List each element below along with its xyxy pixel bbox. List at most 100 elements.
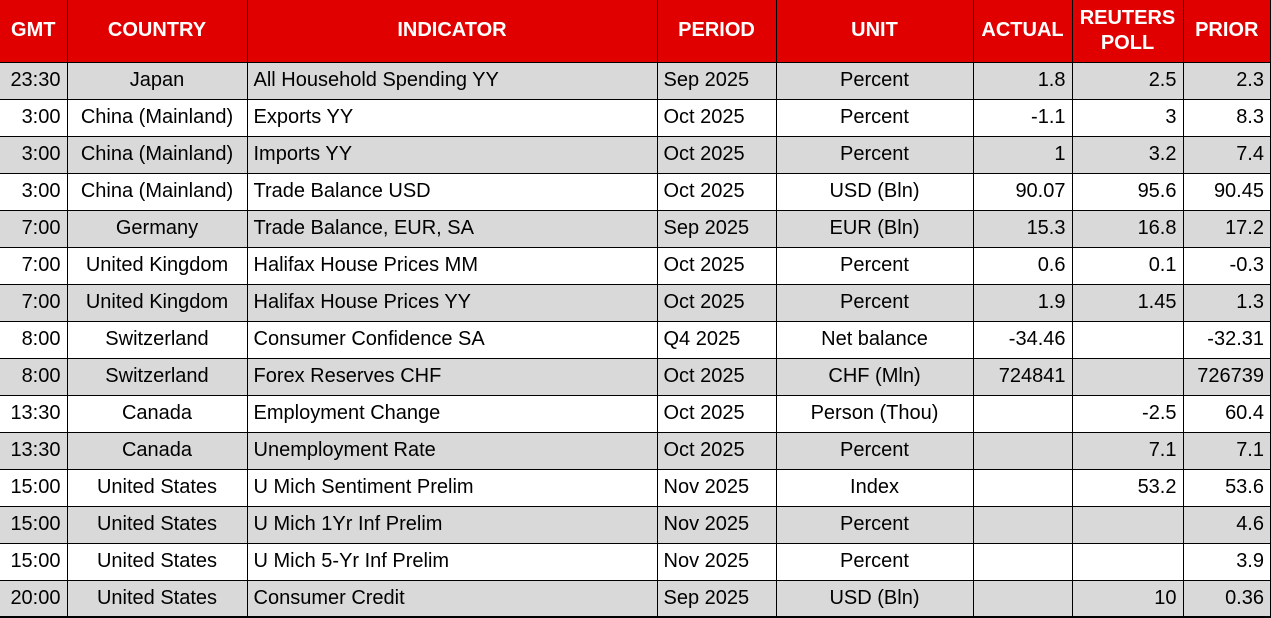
cell-period: Nov 2025	[656, 505, 777, 544]
cell-country: Switzerland	[66, 320, 248, 359]
cell-country: Switzerland	[66, 357, 248, 396]
column-header-indicator: INDICATOR	[246, 0, 658, 63]
cell-actual: 15.3	[972, 209, 1073, 248]
cell-indicator: U Mich 1Yr Inf Prelim	[246, 505, 658, 544]
cell-prior: -0.3	[1182, 246, 1271, 285]
table-row: 13:30 Canada Unemployment Rate Oct 2025 Perc…	[0, 431, 1271, 470]
cell-period: Nov 2025	[656, 542, 777, 581]
cell-indicator: Trade Balance, EUR, SA	[246, 209, 658, 248]
table-row: 8:00 Switzerland Forex Reserves CHF Oct 202…	[0, 357, 1271, 396]
cell-unit: CHF (Mln)	[775, 357, 974, 396]
cell-indicator: Halifax House Prices YY	[246, 283, 658, 322]
cell-prior: 4.6	[1182, 505, 1271, 544]
cell-prior: 1.3	[1182, 283, 1271, 322]
cell-actual: 724841	[972, 357, 1073, 396]
cell-actual: 1.8	[972, 61, 1073, 100]
cell-period: Oct 2025	[656, 357, 777, 396]
table-row: 15:00 United States U Mich 1Yr Inf Prelim N…	[0, 505, 1271, 544]
table-row: 3:00 China (Mainland) Exports YY Oct 2025 Pe…	[0, 98, 1271, 137]
column-header-prior: PRIOR	[1182, 0, 1271, 63]
cell-country: Canada	[66, 431, 248, 470]
cell-actual: 90.07	[972, 172, 1073, 211]
table-row: 23:30 Japan All Household Spending YY Sep 2…	[0, 61, 1271, 100]
cell-poll	[1071, 357, 1184, 396]
cell-poll: 3	[1071, 98, 1184, 137]
cell-actual: 0.6	[972, 246, 1073, 285]
cell-period: Oct 2025	[656, 394, 777, 433]
table-header: GMT COUNTRY INDICATOR PERIOD UNIT ACTUAL…	[0, 0, 1271, 63]
column-header-actual: ACTUAL	[972, 0, 1073, 63]
cell-poll: -2.5	[1071, 394, 1184, 433]
cell-gmt: 8:00	[0, 357, 68, 396]
cell-actual: -34.46	[972, 320, 1073, 359]
column-header-country: COUNTRY	[66, 0, 248, 63]
table-row: 7:00 Germany Trade Balance, EUR, SA Sep 202…	[0, 209, 1271, 248]
column-header-unit: UNIT	[775, 0, 974, 63]
cell-actual	[972, 579, 1073, 618]
cell-period: Oct 2025	[656, 172, 777, 211]
cell-unit: Percent	[775, 98, 974, 137]
cell-unit: EUR (Bln)	[775, 209, 974, 248]
cell-indicator: Forex Reserves CHF	[246, 357, 658, 396]
cell-country: United States	[66, 579, 248, 618]
cell-prior: 7.1	[1182, 431, 1271, 470]
cell-prior: 8.3	[1182, 98, 1271, 137]
cell-poll	[1071, 542, 1184, 581]
cell-prior: 60.4	[1182, 394, 1271, 433]
cell-period: Oct 2025	[656, 431, 777, 470]
cell-period: Q4 2025	[656, 320, 777, 359]
cell-prior: 2.3	[1182, 61, 1271, 100]
cell-period: Nov 2025	[656, 468, 777, 507]
table-row: 7:00 United Kingdom Halifax House Prices M…	[0, 246, 1271, 285]
cell-unit: USD (Bln)	[775, 579, 974, 618]
cell-prior: 53.6	[1182, 468, 1271, 507]
cell-period: Sep 2025	[656, 579, 777, 618]
cell-unit: USD (Bln)	[775, 172, 974, 211]
cell-poll	[1071, 320, 1184, 359]
cell-actual	[972, 394, 1073, 433]
cell-poll: 16.8	[1071, 209, 1184, 248]
cell-gmt: 15:00	[0, 468, 68, 507]
cell-indicator: Consumer Confidence SA	[246, 320, 658, 359]
table-row: 7:00 United Kingdom Halifax House Prices Y…	[0, 283, 1271, 322]
cell-unit: Percent	[775, 542, 974, 581]
cell-country: Japan	[66, 61, 248, 100]
column-header-period: PERIOD	[656, 0, 777, 63]
cell-unit: Person (Thou)	[775, 394, 974, 433]
cell-unit: Percent	[775, 61, 974, 100]
cell-country: United States	[66, 468, 248, 507]
table-body: 23:30 Japan All Household Spending YY Sep 2…	[0, 61, 1271, 618]
cell-gmt: 15:00	[0, 542, 68, 581]
table-row: 15:00 United States U Mich Sentiment Preli…	[0, 468, 1271, 507]
table-row: 3:00 China (Mainland) Imports YY Oct 2025 Pe…	[0, 135, 1271, 174]
cell-unit: Percent	[775, 246, 974, 285]
cell-gmt: 8:00	[0, 320, 68, 359]
cell-indicator: All Household Spending YY	[246, 61, 658, 100]
cell-prior: 17.2	[1182, 209, 1271, 248]
cell-gmt: 3:00	[0, 135, 68, 174]
cell-indicator: Consumer Credit	[246, 579, 658, 618]
cell-unit: Net balance	[775, 320, 974, 359]
cell-period: Oct 2025	[656, 135, 777, 174]
cell-gmt: 3:00	[0, 172, 68, 211]
cell-country: China (Mainland)	[66, 135, 248, 174]
cell-prior: 3.9	[1182, 542, 1271, 581]
cell-poll: 10	[1071, 579, 1184, 618]
cell-actual: 1	[972, 135, 1073, 174]
cell-prior: 726739	[1182, 357, 1271, 396]
cell-gmt: 7:00	[0, 209, 68, 248]
cell-gmt: 13:30	[0, 394, 68, 433]
table-row: 3:00 China (Mainland) Trade Balance USD Oct…	[0, 172, 1271, 211]
cell-indicator: Trade Balance USD	[246, 172, 658, 211]
cell-actual: 1.9	[972, 283, 1073, 322]
cell-indicator: Imports YY	[246, 135, 658, 174]
cell-country: China (Mainland)	[66, 98, 248, 137]
column-header-gmt: GMT	[0, 0, 68, 63]
cell-period: Oct 2025	[656, 246, 777, 285]
cell-gmt: 20:00	[0, 579, 68, 618]
table-row: 20:00 United States Consumer Credit Sep 202…	[0, 579, 1271, 618]
cell-indicator: Exports YY	[246, 98, 658, 137]
cell-indicator: Employment Change	[246, 394, 658, 433]
